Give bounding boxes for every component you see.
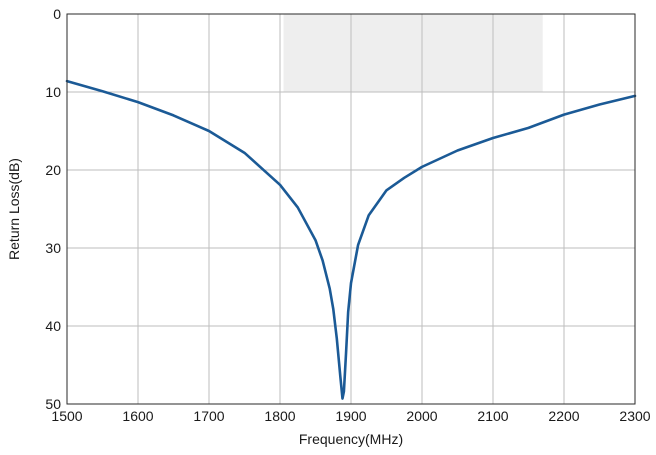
x-tick-label: 2200 — [548, 408, 579, 424]
y-tick-label: 20 — [45, 162, 61, 178]
x-tick-labels: 1500 1600 1700 1800 1900 2000 2100 2200 2300 — [51, 408, 650, 424]
shaded-band — [283, 14, 543, 92]
shaded-band-layer — [283, 14, 543, 92]
y-tick-label: 50 — [45, 396, 61, 412]
curve-layer — [65, 79, 637, 400]
y-tick-label: 10 — [45, 84, 61, 100]
x-tick-label: 2300 — [619, 408, 650, 424]
x-tick-label: 1900 — [335, 408, 366, 424]
return-loss-line — [65, 79, 637, 400]
x-tick-label: 1600 — [122, 408, 153, 424]
grid-layer — [67, 14, 635, 404]
plot-frame — [66, 13, 636, 405]
x-tick-label: 2000 — [406, 408, 437, 424]
x-axis-label: Frequency(MHz) — [299, 431, 403, 447]
x-tick-label: 1800 — [264, 408, 295, 424]
y-tick-label: 0 — [53, 6, 61, 22]
x-tick-label: 1500 — [51, 408, 82, 424]
x-tick-label: 2100 — [477, 408, 508, 424]
y-tick-label: 40 — [45, 318, 61, 334]
y-tick-labels: 0 10 20 30 40 50 — [45, 6, 61, 412]
y-axis-label: Return Loss(dB) — [6, 158, 22, 260]
y-tick-label: 30 — [45, 240, 61, 256]
x-tick-label: 1700 — [193, 408, 224, 424]
